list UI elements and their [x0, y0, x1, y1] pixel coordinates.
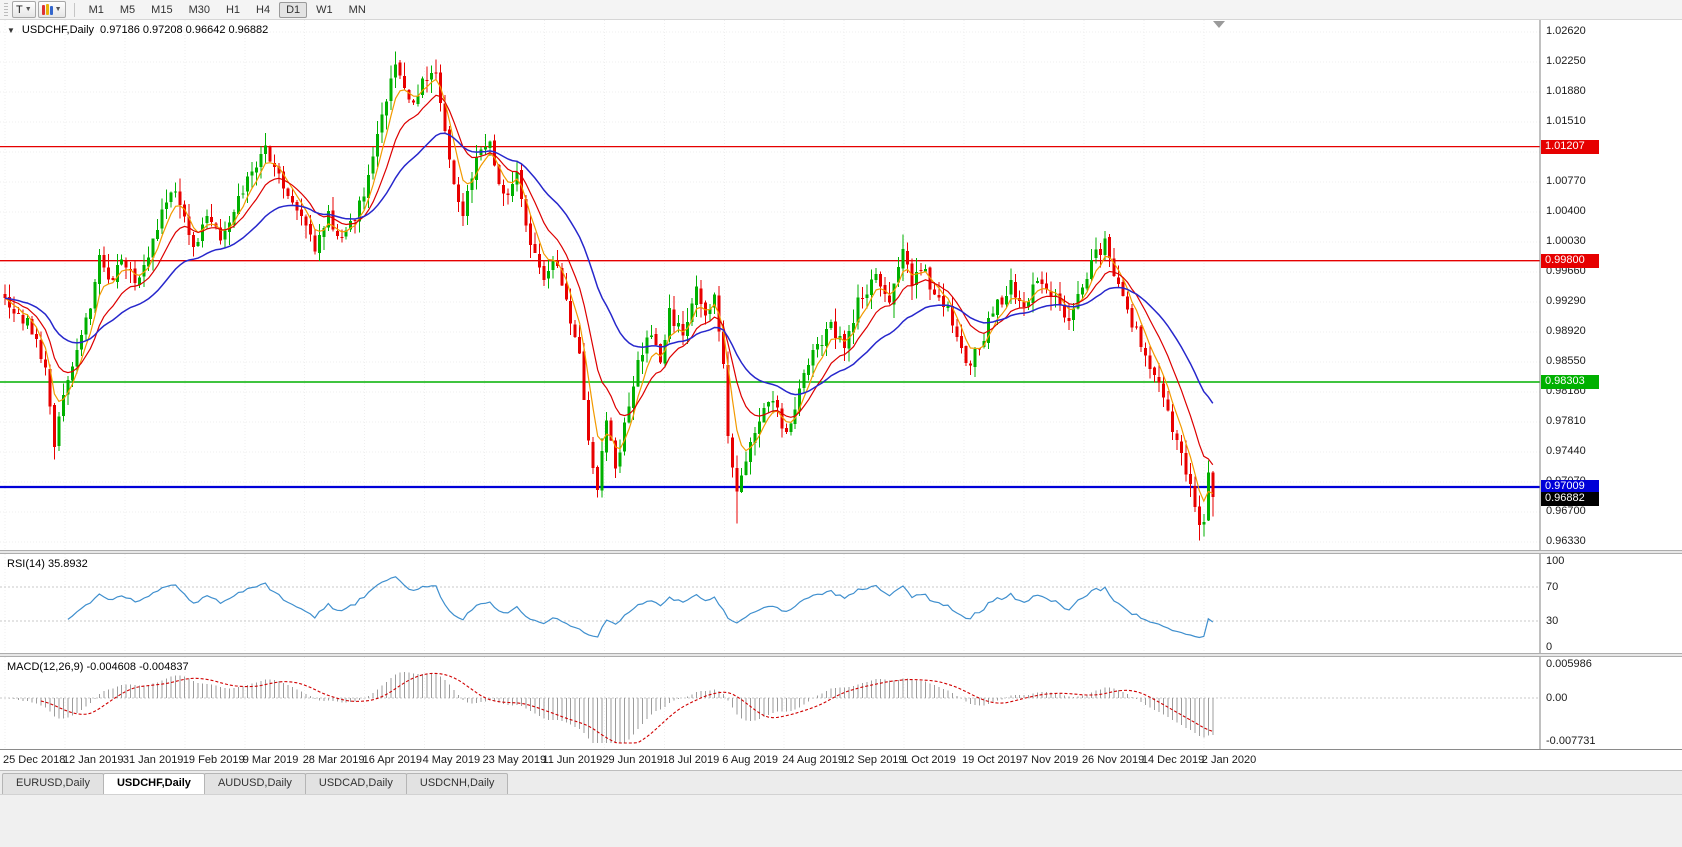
panel-splitter[interactable]: [0, 653, 1682, 657]
rsi-level-label: 30: [1546, 615, 1559, 628]
time-axis-label: 16 Apr 2019: [362, 754, 422, 766]
chart-title-ohlc: 0.97186 0.97208 0.96642 0.96882: [100, 24, 269, 36]
chart-shift-marker[interactable]: [1213, 21, 1225, 28]
time-axis-label: 19 Oct 2019: [962, 754, 1022, 766]
macd-label: MACD(12,26,9) -0.004608 -0.004837: [7, 661, 189, 673]
time-axis-label: 6 Aug 2019: [722, 754, 778, 766]
time-axis-label: 2 Jan 2020: [1201, 754, 1257, 766]
price-tag-0.97009: 0.97009: [1541, 479, 1599, 494]
panel-splitter[interactable]: [0, 550, 1682, 554]
timeframe-group: M1 M5 M15 M30 H1 H4 D1 W1 MN: [81, 1, 374, 18]
price-chart-panel[interactable]: ▼ USDCHF,Daily 0.97186 0.97208 0.96642 0…: [0, 20, 1682, 550]
macd-level-label: -0.007731: [1546, 735, 1596, 747]
time-axis-label: 7 Nov 2019: [1021, 754, 1079, 766]
colors-tool-button[interactable]: ▼: [37, 1, 66, 18]
time-axis-label: 12 Sep 2019: [842, 754, 905, 766]
time-axis-label: 28 Mar 2019: [302, 754, 365, 766]
time-axis-label: 31 Jan 2019: [122, 754, 184, 766]
price-tick-label: 1.00400: [1546, 205, 1586, 217]
tab-usdcad-daily[interactable]: USDCAD,Daily: [304, 773, 407, 794]
macd-level-label: 0.005986: [1546, 658, 1592, 670]
time-axis-label: 14 Dec 2019: [1141, 754, 1205, 766]
time-axis-label: 26 Nov 2019: [1081, 754, 1145, 766]
time-axis-label: 9 Mar 2019: [242, 754, 299, 766]
price-axis[interactable]: 1.026201.022501.018801.015101.011401.007…: [0, 20, 1682, 550]
chart-title-symbol: USDCHF,Daily: [21, 24, 95, 36]
macd-chart-svg[interactable]: [0, 657, 1541, 749]
rsi-level-label: 100: [1546, 555, 1565, 567]
rsi-level-label: 70: [1546, 580, 1559, 593]
timeframe-w1[interactable]: W1: [316, 3, 333, 16]
price-chart-svg[interactable]: [0, 20, 1541, 550]
tab-audusd-daily[interactable]: AUDUSD,Daily: [203, 773, 306, 794]
time-axis[interactable]: 25 Dec 2018 12 Jan 2019 31 Jan 2019 19 Feb …: [0, 749, 1682, 770]
price-tick-label: 0.98550: [1546, 355, 1586, 367]
time-axis-label: 19 Feb 2019: [182, 754, 245, 766]
price-tick-label: 0.97810: [1546, 415, 1586, 427]
price-tick-label: 0.97440: [1546, 445, 1586, 457]
bottom-strip: [0, 794, 1682, 847]
current-price-tag: 0.96882: [1541, 492, 1599, 507]
price-tick-label: 1.02250: [1546, 55, 1586, 67]
price-tick-label: 0.99290: [1546, 295, 1586, 307]
time-axis-label: 23 May 2019: [482, 754, 547, 766]
price-tick-label: 0.98920: [1546, 325, 1586, 337]
chart-tabs: EURUSD,Daily USDCHF,Daily AUDUSD,Daily USDC…: [0, 770, 1682, 794]
price-tag-0.98303: 0.98303: [1541, 375, 1599, 390]
crayons-icon: [41, 4, 53, 15]
toolbar-grip[interactable]: [4, 2, 8, 17]
macd-level-label: 0.00: [1546, 691, 1568, 704]
price-tick-label: 1.01880: [1546, 85, 1586, 97]
timeframe-mn[interactable]: MN: [348, 3, 366, 16]
rsi-chart-svg[interactable]: [0, 554, 1541, 653]
timeframe-m5[interactable]: M5: [119, 3, 136, 16]
timeframe-m15[interactable]: M15: [151, 3, 173, 16]
tab-eurusd-daily[interactable]: EURUSD,Daily: [2, 773, 104, 794]
timeframe-m30[interactable]: M30: [188, 3, 210, 16]
time-axis-label: 1 Oct 2019: [902, 754, 956, 766]
price-tick-label: 0.99660: [1546, 265, 1586, 277]
time-axis-label: 25 Dec 2018: [3, 754, 66, 766]
text-tool-button[interactable]: T ▼: [12, 1, 36, 18]
macd-panel[interactable]: MACD(12,26,9) -0.004608 -0.004837 0.0059…: [0, 657, 1682, 749]
caret-down-icon: ▼: [24, 6, 32, 13]
price-tag-0.99800: 0.99800: [1541, 253, 1599, 268]
rsi-panel[interactable]: RSI(14) 35.8932 100 70 30 0: [0, 554, 1682, 653]
timeframe-d1[interactable]: D1: [279, 1, 308, 18]
price-tick-label: 1.01510: [1546, 115, 1586, 127]
price-tick-label: 1.00030: [1546, 235, 1586, 247]
time-axis-label: 29 Jun 2019: [602, 754, 663, 766]
rsi-level-label: 0: [1546, 641, 1553, 653]
price-tick-label: 1.02620: [1546, 25, 1586, 37]
chart-title: ▼ USDCHF,Daily 0.97186 0.97208 0.96642 0…: [7, 24, 268, 36]
timeframe-m1[interactable]: M1: [88, 3, 104, 16]
tab-usdcnh-daily[interactable]: USDCNH,Daily: [405, 773, 509, 794]
rsi-title: RSI(14) 35.8932: [7, 558, 88, 570]
timeframe-h4[interactable]: H4: [256, 3, 271, 16]
price-tick-label: 1.00770: [1546, 175, 1586, 187]
time-axis-label: 18 Jul 2019: [662, 754, 720, 766]
caret-down-icon: ▼: [54, 6, 62, 13]
time-axis-label: 11 Jun 2019: [542, 754, 603, 766]
tab-usdchf-daily[interactable]: USDCHF,Daily: [102, 773, 205, 794]
rsi-label: RSI(14) 35.8932: [7, 558, 88, 570]
macd-title: MACD(12,26,9) -0.004608 -0.004837: [7, 661, 189, 673]
macd-axis: 0.005986 0.00 -0.007731: [0, 657, 1682, 749]
time-axis-label: 12 Jan 2019: [62, 754, 124, 766]
price-tick-label: 0.96330: [1546, 535, 1586, 547]
toolbar: T ▼ ▼ M1 M5 M15 M30 H1 H4 D1 W1 MN: [0, 0, 1682, 20]
text-tool-label: T: [16, 3, 23, 16]
toolbar-separator: [73, 2, 75, 17]
timeframe-h1[interactable]: H1: [225, 3, 241, 16]
rsi-axis: 100 70 30 0: [0, 554, 1682, 653]
chart-window: ▼ USDCHF,Daily 0.97186 0.97208 0.96642 0…: [0, 20, 1682, 770]
chart-dropdown-icon[interactable]: ▼: [7, 25, 15, 35]
time-axis-label: 4 May 2019: [422, 754, 481, 766]
price-tick-label: 0.96700: [1546, 505, 1586, 517]
price-tag-1.01207: 1.01207: [1541, 139, 1599, 154]
time-axis-label: 24 Aug 2019: [782, 754, 845, 766]
